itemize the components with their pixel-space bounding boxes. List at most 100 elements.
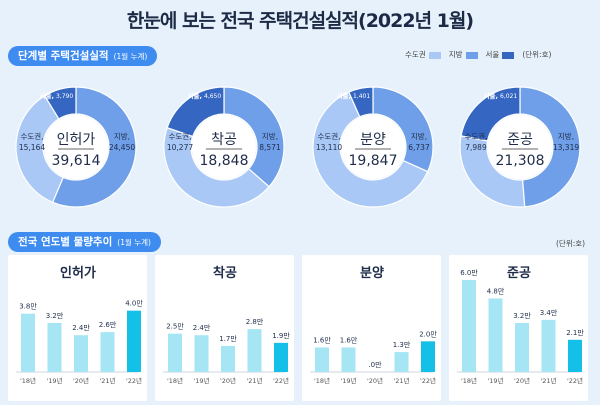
donut-2-label-jibang: 지방, <box>262 131 278 141</box>
bar-chart-3-tick-1: '18년 <box>314 376 330 385</box>
donut-4-label-jibang: 지방, <box>558 131 574 141</box>
donut-4-value-seoul: 6,021 <box>500 93 517 100</box>
section-pill-trend-label: 전국 연도별 물량추이 <box>18 236 113 248</box>
bar-chart-1-tick-1: '18년 <box>20 376 36 385</box>
donut-4-total: 21,308 <box>496 153 545 169</box>
donut-2-label-sudogwon: 수도권, <box>168 132 191 141</box>
donut-1-slice-seoul <box>43 86 77 120</box>
bar-chart-4-value-5: 2.1만 <box>566 328 584 337</box>
donut-1-center-label: 인허가 <box>57 132 96 148</box>
bar-chart-4-tick-1: '18년 <box>461 376 477 385</box>
bar-chart-1-bar-3 <box>74 335 88 372</box>
bar-chart-2-tick-3: '20년 <box>220 376 236 385</box>
bar-chart-3-tick-2: '19년 <box>340 376 356 385</box>
bar-chart-4-tick-4: '21년 <box>540 376 556 385</box>
bar-chart-4-title: 준공 <box>507 266 531 281</box>
bar-chart-4-bar-3 <box>515 322 529 372</box>
section-pill-trend-sub: (1월 누계) <box>117 238 151 247</box>
bar-chart-2-bar-4 <box>247 329 262 372</box>
legend-swatch-sudogwon <box>428 51 441 59</box>
legend: 수도권 지방 서울 (단위:호) <box>405 49 551 60</box>
donut-1-label-sudogwon: 수도권, <box>20 132 43 141</box>
donut-2-slice-jibang <box>223 86 285 188</box>
donut-1-center <box>44 115 108 179</box>
bar-chart-1-tick-4: '21년 <box>99 376 115 385</box>
bar-chart-1-tick-2: '19년 <box>46 376 62 385</box>
bar-chart-4-tick-5: '22년 <box>567 376 583 385</box>
donut-2-value-seoul: 4,650 <box>204 93 221 100</box>
legend-label-seoul: 서울 <box>485 50 500 59</box>
bar-chart-2-bar-5 <box>274 342 288 372</box>
bar-chart-1-bar-1 <box>21 313 35 372</box>
donut-2-slice-seoul <box>166 86 225 138</box>
bar-panel-2 <box>155 255 294 401</box>
section-pill-stage-label: 단계별 주택건설실적 <box>18 50 109 62</box>
bar-chart-1-bar-2 <box>47 322 62 372</box>
donut-4-slice-jibang <box>519 86 581 208</box>
bar-chart-4-value-3: 3.2만 <box>513 311 531 320</box>
bar-chart-2-bar-1 <box>168 333 182 372</box>
donut-4-slice-seoul <box>460 86 521 142</box>
donut-1-label-seoul: 서울, <box>40 91 54 100</box>
bar-chart-1-bar-4 <box>100 332 115 372</box>
section-pill-stage: 단계별 주택건설실적 (1월 누계) <box>8 46 158 66</box>
bar-chart-3-bar-2 <box>341 347 356 372</box>
donut-4-value-sudogwon: 7,989 <box>465 143 487 152</box>
donut-4-label-seoul: 서울, <box>484 91 498 100</box>
bar-chart-3-value-5: 2.0만 <box>419 329 437 338</box>
donut-3-label-seoul: 서울, <box>337 91 351 100</box>
donut-2-total: 18,848 <box>200 153 249 169</box>
bar-chart-1-bar-5 <box>127 310 141 372</box>
bar-chart-3-tick-4: '21년 <box>393 376 409 385</box>
donut-1-label-jibang: 지방, <box>114 131 130 141</box>
section-pill-trend: 전국 연도별 물량추이 (1월 누계) <box>8 232 161 252</box>
bar-chart-3-title: 분양 <box>360 266 384 281</box>
bar-panel-3 <box>302 255 441 401</box>
bar-chart-3-bar-4 <box>394 352 409 372</box>
bar-chart-1-title: 인허가 <box>60 265 96 281</box>
bar-chart-1-value-1: 3.8만 <box>19 302 37 311</box>
bar-chart-3-tick-5: '22년 <box>420 376 436 385</box>
donut-3-label-jibang: 지방, <box>411 131 427 141</box>
bar-chart-4-value-4: 3.4만 <box>540 308 558 317</box>
donut-4-center <box>488 115 552 179</box>
legend-label-jibang: 지방 <box>448 50 463 59</box>
donut-1-slice-jibang <box>51 86 137 208</box>
donut-1-value-seoul: 3,790 <box>56 93 73 100</box>
unit-label-bottom: (단위:호) <box>556 239 586 248</box>
bar-chart-4-tick-3: '20년 <box>514 376 530 385</box>
bar-chart-2-bar-2 <box>194 335 209 372</box>
donut-3-value-seoul: 1,401 <box>353 93 370 100</box>
donut-2-center-label: 착공 <box>211 132 237 148</box>
bar-chart-1-tick-3: '20년 <box>73 376 89 385</box>
bar-chart-4-value-2: 4.8만 <box>487 286 505 295</box>
bar-chart-2-value-2: 2.4만 <box>193 323 211 332</box>
legend-item-seoul: 서울 <box>486 49 515 60</box>
bar-chart-1-value-5: 4.0만 <box>125 299 143 308</box>
donut-1-slice-sudogwon <box>15 94 65 204</box>
bar-chart-2-tick-4: '21년 <box>246 376 262 385</box>
donut-4-center-label: 준공 <box>507 132 533 148</box>
bar-chart-3-value-2: 1.6만 <box>340 335 358 344</box>
donut-4-slice-sudogwon <box>459 135 526 208</box>
bar-chart-4-value-1: 6.0만 <box>460 268 478 277</box>
bar-chart-1-tick-5: '22년 <box>126 376 142 385</box>
bar-chart-3-value-4: 1.3만 <box>393 340 411 349</box>
donut-3-center <box>341 115 405 179</box>
bar-chart-2-tick-2: '19년 <box>193 376 209 385</box>
bar-chart-4-bar-4 <box>541 319 556 372</box>
section-pill-stage-sub: (1월 누계) <box>113 52 148 61</box>
donut-3-value-sudogwon: 13,110 <box>316 143 342 152</box>
bar-chart-2-value-1: 2.5만 <box>166 322 184 331</box>
donut-3-slice-sudogwon <box>312 91 429 208</box>
legend-swatch-seoul <box>502 51 515 59</box>
bar-chart-2-value-5: 1.9만 <box>272 331 290 340</box>
donut-3-center-label: 분양 <box>360 132 386 148</box>
bar-chart-2-value-4: 2.8만 <box>246 317 264 326</box>
legend-swatch-jibang <box>465 51 478 59</box>
bar-chart-4-bar-1 <box>462 280 476 372</box>
legend-label-sudogwon: 수도권 <box>405 50 426 59</box>
donut-2-label-seoul: 서울, <box>188 91 202 100</box>
page-title: 한눈에 보는 전국 주택건설실적(2022년 1월) <box>126 10 474 32</box>
bar-chart-2-title: 착공 <box>213 265 237 281</box>
